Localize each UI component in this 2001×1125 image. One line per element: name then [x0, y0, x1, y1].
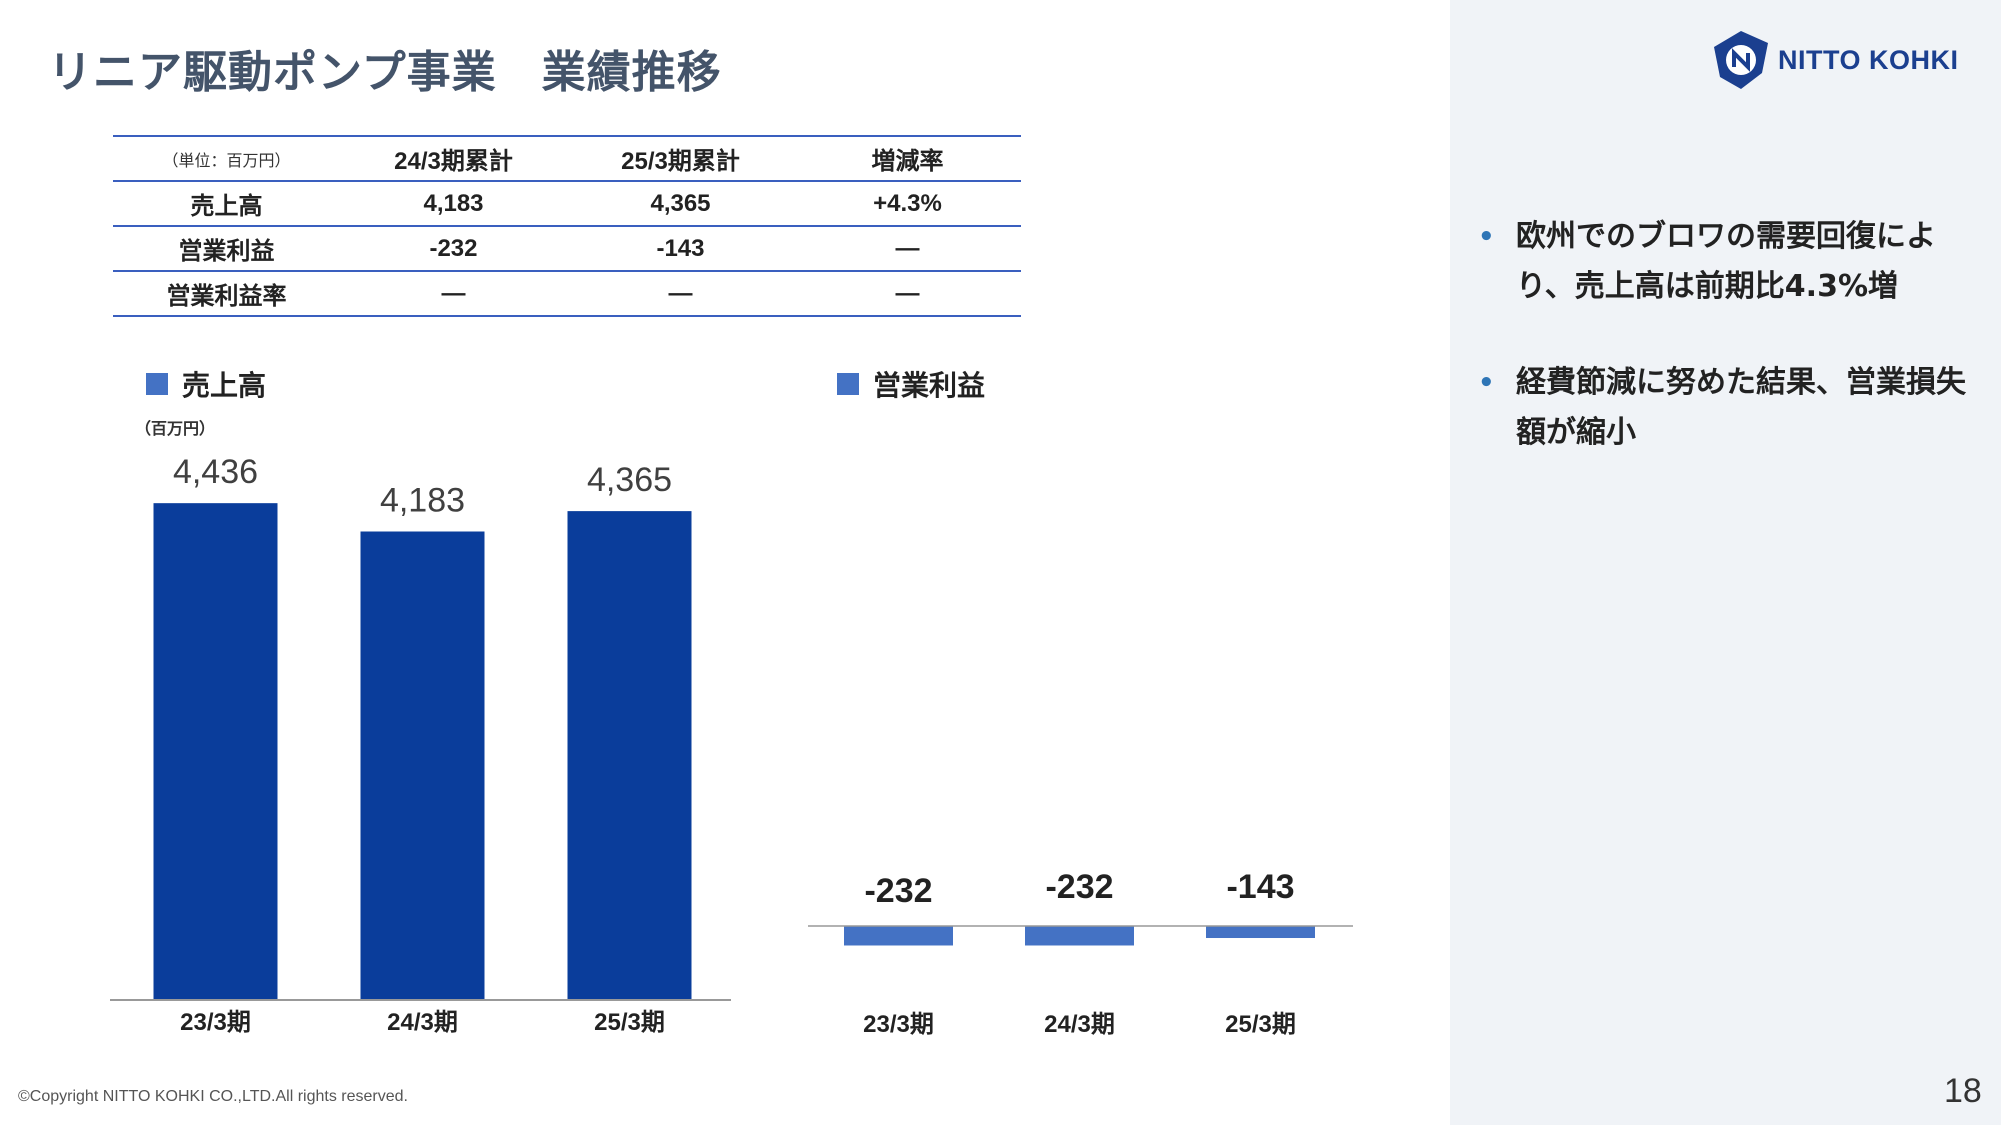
- nitto-kohki-logo-icon: [1714, 31, 1768, 89]
- table-cell: ―: [340, 271, 567, 317]
- data-label: 4,183: [380, 482, 465, 520]
- sales-bar-chart: 4,436 23/3期 4,183 24/3期 4,365 25/3期: [110, 453, 731, 1036]
- table-cell: +4.3%: [794, 181, 1021, 227]
- row-label: 営業利益率: [113, 271, 340, 317]
- commentary-list: • 欧州でのブロワの需要回復により、売上高は前期比4.3%増 • 経費節減に努め…: [1478, 212, 1968, 504]
- table-cell: 4,183: [340, 181, 567, 227]
- page-title: リニア駆動ポンプ事業 業績推移: [48, 47, 722, 98]
- bullet-text: 経費節減に努めた結果、営業損失額が縮小: [1516, 365, 1966, 450]
- table-header: 24/3期累計: [340, 135, 567, 182]
- table-header: 25/3期累計: [567, 135, 794, 182]
- table-unit-label: （単位：百万円）: [113, 135, 340, 182]
- legend-label: 売上高: [182, 369, 267, 402]
- bar: [153, 503, 278, 1000]
- bar: [567, 511, 692, 1000]
- legend-swatch: [837, 373, 859, 395]
- table-cell: ―: [567, 271, 794, 317]
- page-number: 18: [1944, 1072, 1982, 1110]
- table-cell: -232: [340, 226, 567, 272]
- logo-text: NITTO KOHKI: [1778, 44, 1959, 75]
- data-label: -232: [1045, 868, 1113, 906]
- right-panel: [1450, 0, 2001, 1125]
- x-tick-label: 24/3期: [387, 1009, 458, 1036]
- table-cell: -143: [567, 226, 794, 272]
- data-label: -232: [864, 872, 932, 910]
- x-tick-label: 25/3期: [594, 1009, 665, 1036]
- table-row: 売上高 4,183 4,365 +4.3%: [113, 181, 1021, 227]
- table-row: 営業利益率 ― ― ―: [113, 271, 1021, 317]
- table-cell: 4,365: [567, 181, 794, 227]
- legend-label: 営業利益: [873, 369, 986, 402]
- operating-profit-bar-chart: -232 23/3期 -232 24/3期 -143 25/3期: [808, 868, 1353, 1038]
- data-label: 4,365: [587, 461, 672, 499]
- table-header: 増減率: [794, 135, 1021, 182]
- table-cell: ―: [794, 226, 1021, 272]
- bar: [1206, 926, 1315, 939]
- x-tick-label: 23/3期: [180, 1009, 251, 1036]
- company-logo: NITTO KOHKI: [1710, 28, 1959, 92]
- table-row: 営業利益 -232 -143 ―: [113, 226, 1021, 272]
- x-tick-label: 24/3期: [1044, 1011, 1115, 1038]
- table-header-row: （単位：百万円） 24/3期累計 25/3期累計 増減率: [113, 135, 1021, 182]
- row-label: 営業利益: [113, 226, 340, 272]
- bar: [1025, 926, 1134, 946]
- row-label: 売上高: [113, 181, 340, 227]
- x-tick-label: 25/3期: [1225, 1011, 1296, 1038]
- data-label: -143: [1226, 868, 1294, 906]
- bar: [844, 926, 953, 946]
- copyright-footer: ©Copyright NITTO KOHKI CO.,LTD.All right…: [18, 1088, 408, 1105]
- bar: [360, 531, 485, 1000]
- bullet-text: 欧州でのブロワの需要回復により、売上高は前期比4.3%増: [1516, 219, 1936, 304]
- bullet-icon: •: [1478, 368, 1495, 398]
- list-item: • 欧州でのブロワの需要回復により、売上高は前期比4.3%増: [1478, 212, 1968, 312]
- operating-profit-legend: 営業利益: [837, 364, 985, 404]
- sales-legend: 売上高: [146, 364, 266, 404]
- bullet-icon: •: [1478, 222, 1495, 252]
- summary-table: （単位：百万円） 24/3期累計 25/3期累計 増減率 売上高 4,183 4…: [113, 135, 1021, 317]
- x-tick-label: 23/3期: [863, 1011, 934, 1038]
- legend-swatch: [146, 373, 168, 395]
- list-item: • 経費節減に努めた結果、営業損失額が縮小: [1478, 358, 1968, 458]
- data-label: 4,436: [173, 453, 258, 491]
- unit-note: （百万円）: [135, 419, 216, 438]
- table-cell: ―: [794, 271, 1021, 317]
